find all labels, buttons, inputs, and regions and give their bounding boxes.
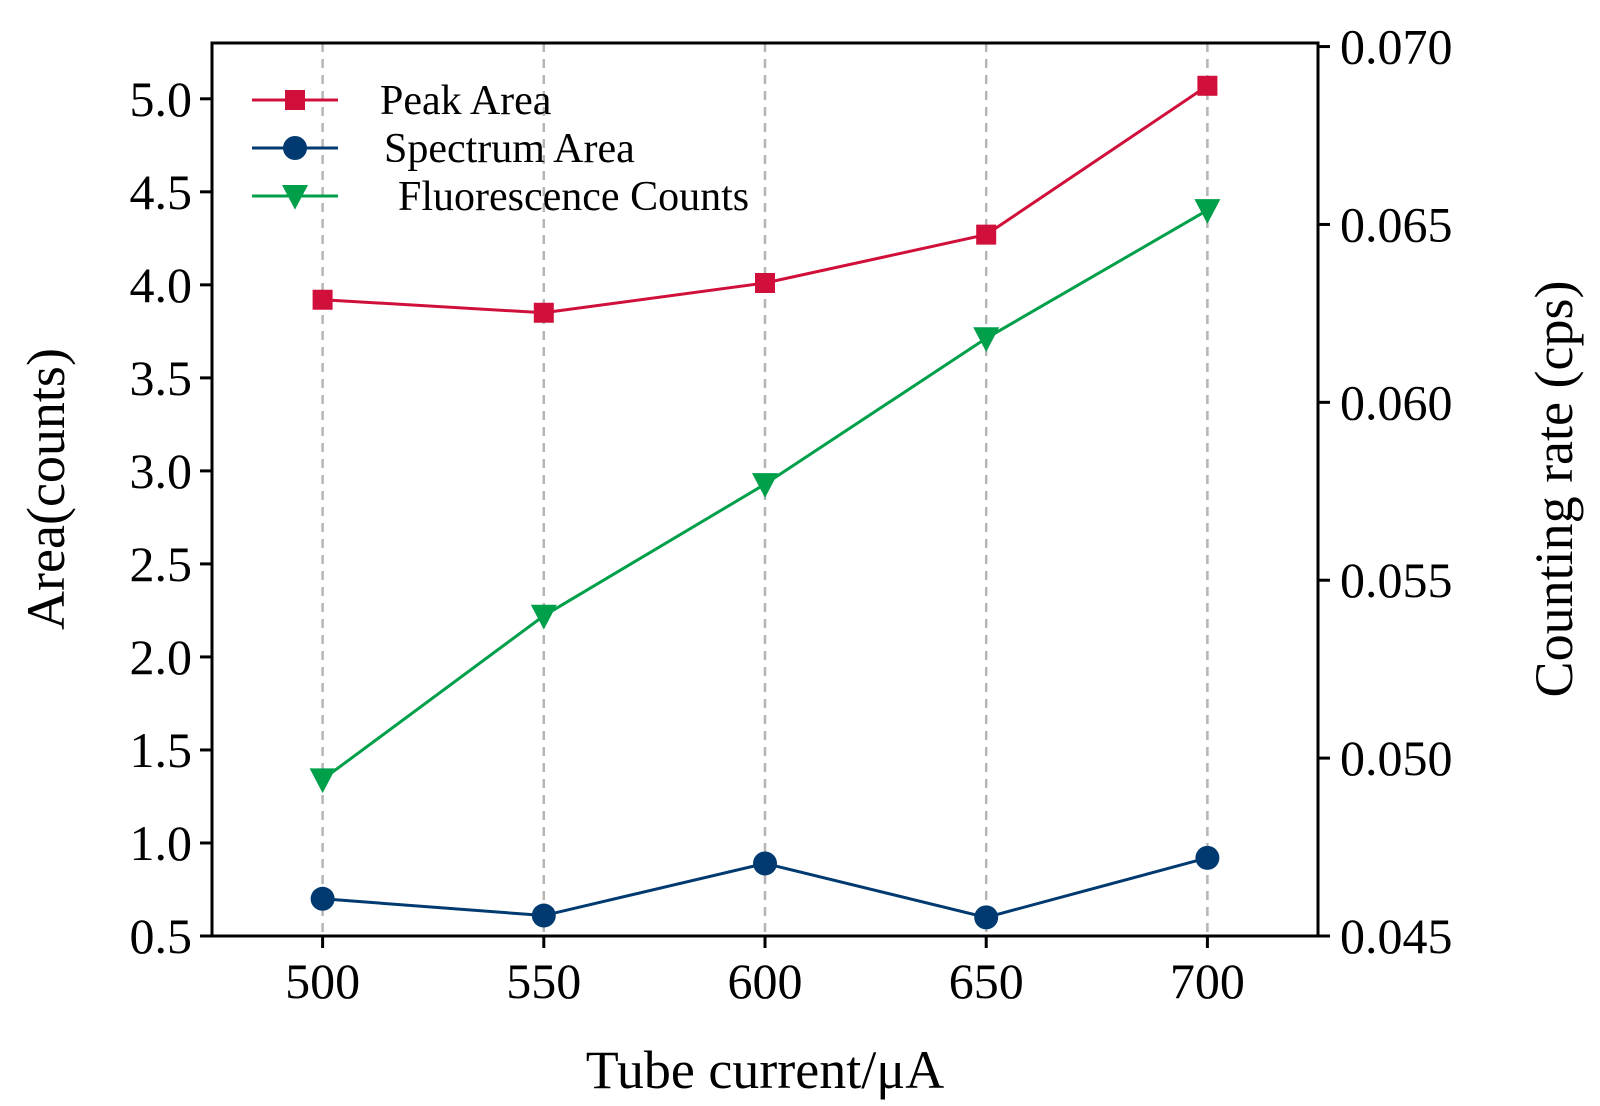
legend-marker: [282, 184, 308, 210]
data-point: [312, 289, 333, 310]
series-fluorescence-counts: [309, 199, 1221, 794]
legend-label: Peak Area: [380, 78, 552, 124]
right-y-tick-label: 0.055: [1340, 552, 1453, 608]
right-y-tick-label: 0.060: [1340, 374, 1453, 430]
left-y-tick-label: 1.0: [130, 815, 193, 871]
legend-label: Spectrum Area: [384, 126, 635, 172]
right-y-axis-title: Counting rate (cps): [1524, 281, 1584, 698]
legend-marker: [283, 136, 307, 160]
left-y-tick-label: 3.0: [130, 443, 193, 499]
data-point: [1195, 845, 1220, 870]
x-tick-label: 600: [728, 953, 803, 1009]
right-y-tick-label: 0.050: [1340, 730, 1453, 786]
left-y-axis-title: Area(counts): [16, 348, 76, 630]
left-y-tick-label: 0.5: [130, 908, 193, 964]
data-point: [531, 903, 556, 928]
right-y-tick-label: 0.070: [1340, 19, 1453, 75]
legend-entry: Spectrum Area: [252, 126, 635, 172]
legend-marker: [285, 90, 305, 110]
data-point: [974, 905, 999, 930]
x-tick-label: 650: [949, 953, 1024, 1009]
legend-entry: Fluorescence Counts: [252, 174, 749, 220]
left-y-tick-label: 4.5: [130, 164, 193, 220]
data-point: [976, 224, 997, 245]
series-peak-area: [312, 75, 1218, 323]
left-y-tick-label: 5.0: [130, 71, 193, 127]
data-point: [533, 302, 554, 323]
x-tick-label: 500: [285, 953, 360, 1009]
data-point: [310, 886, 335, 911]
data-point: [973, 327, 1000, 352]
right-y-tick-label: 0.045: [1340, 908, 1453, 964]
left-y-tick-label: 3.5: [130, 350, 193, 406]
x-tick-label: 700: [1170, 953, 1245, 1009]
left-y-tick-label: 4.0: [130, 257, 193, 313]
data-point: [1197, 75, 1218, 96]
series-layer: [309, 75, 1221, 930]
left-y-tick-label: 2.0: [130, 629, 193, 685]
legend-entry: Peak Area: [252, 78, 552, 124]
data-point: [309, 768, 336, 794]
series-spectrum-area: [310, 845, 1220, 930]
data-point: [755, 272, 775, 293]
data-point: [753, 851, 777, 876]
left-y-tick-label: 2.5: [130, 536, 193, 592]
data-point: [1194, 199, 1221, 224]
x-tick-label: 550: [506, 953, 581, 1009]
legend-label: Fluorescence Counts: [398, 174, 749, 220]
data-point: [752, 473, 778, 498]
left-y-tick-label: 1.5: [130, 722, 193, 778]
axes: 500 550 600 650 700 0.5 1.0 1.5 2.0 2.5 3.0 3.5 4.0 4…: [130, 19, 1453, 1009]
data-point: [530, 604, 557, 630]
right-y-tick-label: 0.065: [1340, 196, 1453, 252]
x-axis-title: Tube current/μA: [586, 1040, 944, 1100]
